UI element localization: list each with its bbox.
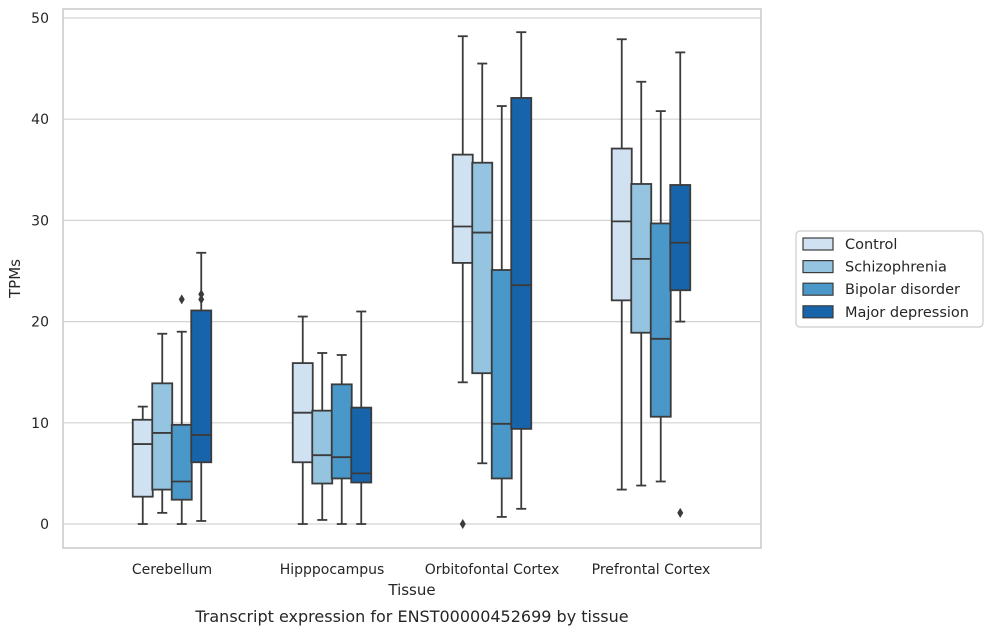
box-iqr	[669, 184, 692, 292]
box-iqr	[490, 269, 513, 480]
box-iqr	[471, 161, 494, 375]
outlier-point	[677, 507, 684, 518]
y-tick-label: 0	[40, 517, 49, 533]
x-axis-label: Tissue	[387, 581, 435, 599]
y-tick-labels: 0 10 20 30 40 50	[31, 11, 49, 533]
outlier-point	[198, 294, 205, 305]
legend-item: Control	[802, 237, 897, 253]
y-tick-label: 50	[31, 11, 49, 27]
y-axis-label: TPMs	[6, 259, 24, 299]
legend-item: Major depression	[802, 305, 969, 321]
legend: Control Schizophrenia Bipolar disorder Majo…	[795, 230, 984, 328]
box-bipolar-disorder-3	[649, 110, 672, 483]
box-bipolar-disorder-0	[170, 294, 193, 525]
box-major-depression-3	[669, 51, 692, 518]
legend-item: Schizophrenia	[802, 260, 947, 276]
box-major-depression-0	[190, 251, 213, 522]
box-iqr	[311, 409, 334, 485]
box-iqr	[131, 418, 154, 498]
x-tick-label: Hipppocampus	[280, 562, 385, 578]
plot-frame	[62, 8, 762, 549]
x-tick-labels: Cerebellum Hipppocampus Orbitofontal Corte…	[132, 562, 710, 578]
legend-item: Bipolar disorder	[802, 282, 960, 298]
box-iqr	[170, 423, 193, 501]
box-groups	[131, 31, 692, 529]
legend-swatch	[802, 305, 834, 319]
box-iqr	[350, 406, 373, 484]
outlier-point	[198, 289, 205, 300]
box-iqr	[649, 222, 672, 418]
box-iqr	[330, 383, 353, 480]
y-tick-label: 30	[31, 213, 49, 229]
box-schizophrenia-1	[311, 352, 334, 521]
x-tick-label: Cerebellum	[132, 562, 212, 578]
box-major-depression-1	[350, 310, 373, 525]
legend-label: Control	[845, 237, 897, 253]
box-iqr	[190, 309, 213, 464]
box-bipolar-disorder-2	[490, 105, 513, 518]
x-tick-label: Orbitofontal Cortex	[425, 562, 560, 578]
box-control-0	[131, 405, 154, 525]
legend-swatch	[802, 282, 834, 296]
legend-swatch	[802, 260, 834, 274]
box-control-1	[291, 315, 314, 525]
box-iqr	[451, 153, 474, 264]
box-schizophrenia-3	[630, 80, 653, 487]
box-iqr	[151, 382, 174, 491]
y-tick-label: 10	[31, 416, 49, 432]
box-iqr	[610, 147, 633, 302]
legend-label: Major depression	[845, 305, 969, 321]
chart-caption: Transcript expression for ENST0000045269…	[194, 607, 628, 626]
y-tick-label: 40	[31, 112, 49, 128]
x-tick-label: Prefrontal Cortex	[592, 562, 711, 578]
box-iqr	[510, 97, 533, 430]
legend-frame	[795, 230, 984, 328]
box-schizophrenia-2	[471, 62, 494, 465]
legend-label: Bipolar disorder	[845, 282, 960, 298]
outlier-point	[459, 519, 466, 529]
legend-label: Schizophrenia	[845, 260, 947, 276]
y-tick-label: 20	[31, 315, 49, 331]
outlier-point	[178, 294, 185, 305]
legend-swatch	[802, 237, 834, 251]
box-major-depression-2	[510, 31, 533, 510]
box-control-2	[451, 35, 474, 529]
